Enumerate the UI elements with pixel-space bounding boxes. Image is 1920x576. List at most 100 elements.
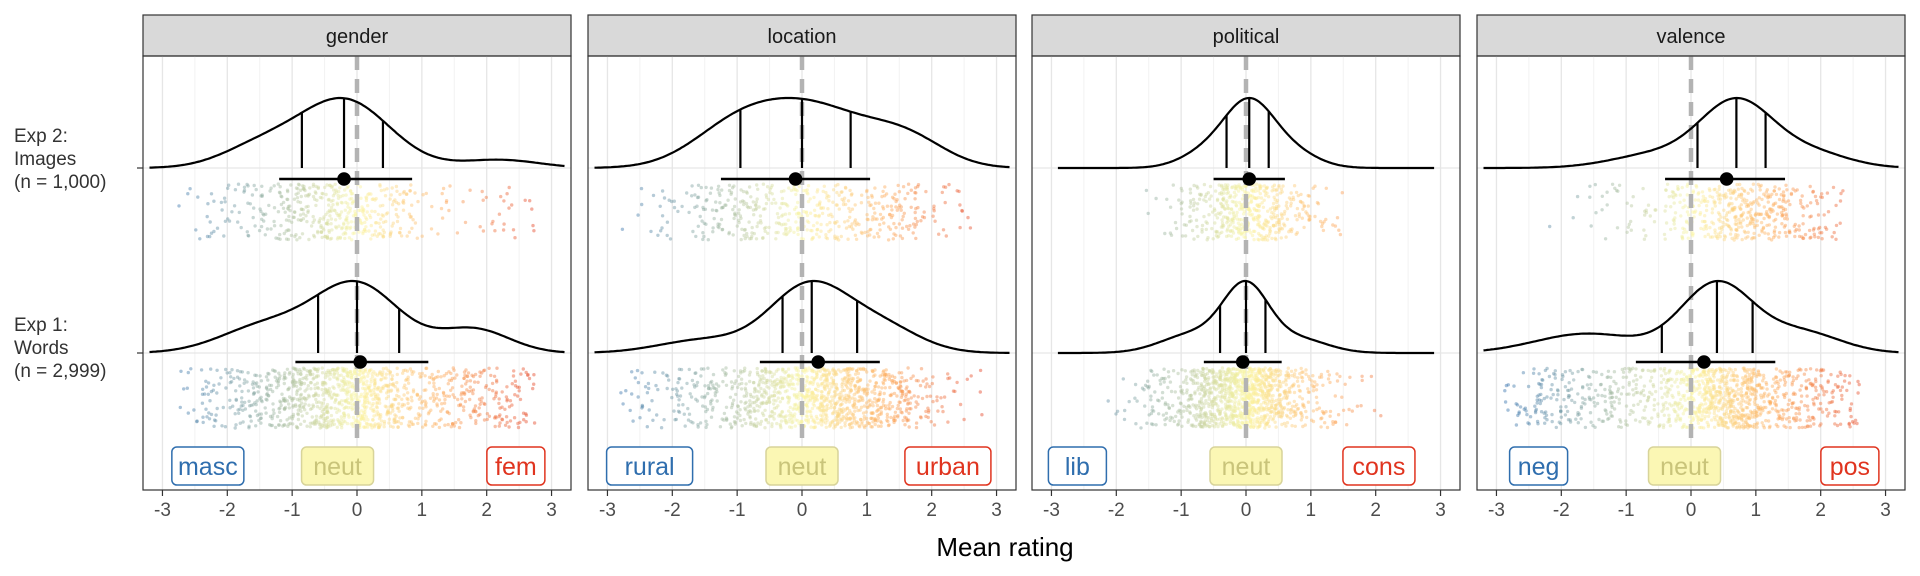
- data-point: [359, 196, 363, 200]
- data-point: [325, 221, 329, 225]
- data-point: [1240, 397, 1245, 401]
- data-point: [734, 392, 738, 397]
- data-point: [1225, 416, 1229, 420]
- data-point: [1295, 379, 1300, 383]
- data-point: [324, 404, 329, 409]
- data-point: [381, 233, 385, 237]
- data-point: [291, 384, 296, 389]
- data-point: [724, 418, 729, 422]
- data-point: [361, 403, 365, 408]
- data-point: [236, 220, 240, 224]
- data-point: [1145, 421, 1149, 425]
- data-point: [937, 232, 941, 236]
- data-point: [431, 392, 435, 396]
- data-point: [795, 189, 799, 193]
- data-point: [844, 202, 848, 207]
- data-point: [336, 196, 341, 200]
- data-point: [1186, 418, 1191, 422]
- data-point: [268, 414, 273, 419]
- data-point: [365, 405, 369, 409]
- data-point: [810, 390, 814, 394]
- data-point: [297, 404, 302, 408]
- data-point: [320, 414, 324, 418]
- data-point: [362, 213, 366, 217]
- data-point: [407, 230, 412, 234]
- data-point: [375, 373, 380, 377]
- data-point: [888, 407, 892, 411]
- data-point: [780, 196, 785, 201]
- data-point: [246, 389, 251, 393]
- data-point: [776, 382, 780, 386]
- data-point: [335, 368, 339, 372]
- data-point: [776, 215, 781, 220]
- data-point: [935, 395, 939, 399]
- data-point: [345, 389, 350, 394]
- data-point: [295, 238, 299, 242]
- data-point: [1248, 417, 1252, 421]
- data-point: [667, 378, 671, 382]
- data-point: [410, 372, 414, 376]
- data-point: [379, 413, 383, 417]
- data-point: [1208, 184, 1213, 189]
- data-point: [260, 217, 264, 221]
- data-point: [922, 210, 926, 214]
- data-point: [291, 403, 295, 408]
- data-point: [364, 421, 369, 425]
- data-point: [1166, 385, 1170, 390]
- data-point: [1149, 422, 1154, 426]
- data-point: [875, 217, 879, 221]
- data-point: [893, 410, 898, 414]
- data-point: [492, 374, 497, 378]
- data-point: [375, 402, 379, 406]
- data-point: [1186, 404, 1191, 408]
- data-point: [324, 418, 328, 423]
- data-point: [772, 398, 776, 402]
- data-point: [783, 389, 788, 394]
- data-point: [1308, 214, 1312, 219]
- data-point: [332, 188, 336, 192]
- x-tick-label: -2: [219, 500, 236, 521]
- data-point: [502, 222, 506, 226]
- data-point: [1180, 415, 1184, 419]
- data-point: [505, 385, 509, 389]
- data-point: [793, 387, 797, 391]
- data-point: [682, 412, 686, 416]
- data-point: [511, 228, 516, 232]
- data-point: [941, 228, 946, 232]
- data-point: [735, 224, 739, 228]
- data-point: [323, 375, 328, 380]
- data-point: [408, 215, 413, 219]
- data-point: [211, 388, 215, 392]
- data-point: [1340, 191, 1345, 195]
- data-point: [298, 213, 303, 217]
- data-point: [264, 212, 268, 216]
- data-point: [420, 399, 425, 404]
- data-point: [314, 191, 318, 195]
- data-point: [1235, 217, 1240, 221]
- data-point: [370, 233, 374, 237]
- data-point: [385, 211, 390, 215]
- data-point: [1304, 409, 1308, 414]
- data-point: [1285, 421, 1290, 425]
- data-point: [889, 215, 894, 220]
- data-point: [326, 389, 330, 394]
- data-point: [1224, 407, 1229, 411]
- data-point: [416, 417, 420, 421]
- data-point: [257, 385, 261, 389]
- data-point: [739, 237, 743, 242]
- data-point: [1229, 207, 1234, 211]
- data-point: [1235, 210, 1239, 215]
- data-point: [816, 421, 821, 425]
- data-point: [238, 370, 243, 374]
- data-point: [1235, 367, 1240, 371]
- data-point: [924, 414, 928, 419]
- data-point: [266, 394, 270, 398]
- data-point: [1240, 206, 1244, 210]
- data-point: [327, 197, 331, 202]
- data-point: [969, 374, 973, 378]
- data-point: [477, 397, 482, 401]
- data-point: [342, 399, 347, 403]
- data-point: [1240, 197, 1245, 201]
- data-point: [1171, 369, 1176, 373]
- data-point: [1218, 369, 1222, 373]
